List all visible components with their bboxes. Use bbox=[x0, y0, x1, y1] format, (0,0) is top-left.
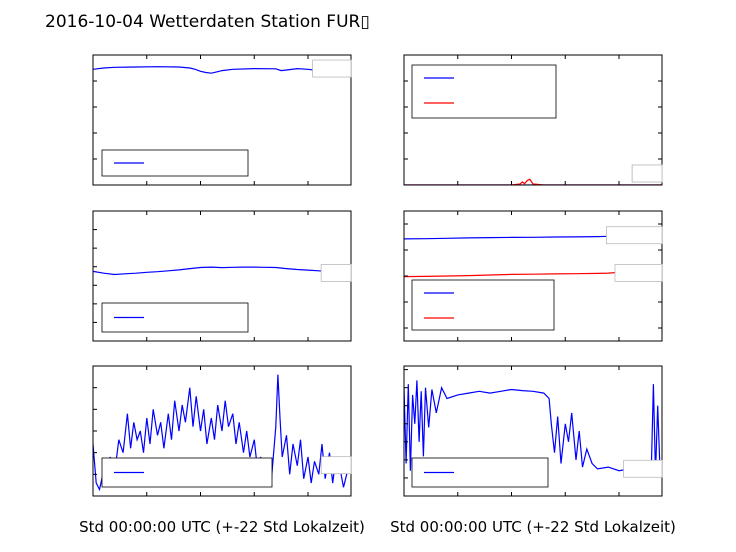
last-value-box bbox=[320, 456, 352, 475]
axes-frame-humidity bbox=[92, 54, 352, 186]
axes-frame-precipitation bbox=[403, 54, 663, 186]
last-value-box bbox=[614, 263, 663, 282]
last-value-box bbox=[606, 226, 663, 245]
series-line-wind_speed-0 bbox=[93, 374, 351, 492]
xlabel-right: Std 00:00:00 UTC (+-22 Std Lokalzeit) bbox=[390, 518, 676, 536]
last-value-box bbox=[623, 459, 663, 478]
series-line-precipitation-1 bbox=[404, 178, 662, 185]
series-line-temperature-0 bbox=[93, 266, 351, 276]
panel-wind_speed bbox=[92, 365, 352, 497]
last-value-box bbox=[631, 164, 663, 183]
panel-humidity bbox=[92, 54, 352, 186]
panel-precipitation bbox=[403, 54, 663, 186]
panel-pressure bbox=[403, 210, 663, 342]
legend-box-pressure bbox=[411, 279, 555, 331]
figure-title: 2016-10-04 Wetterdaten Station FUR▯ bbox=[45, 12, 370, 32]
legend-box-precipitation bbox=[411, 64, 557, 119]
xlabel-left: Std 00:00:00 UTC (+-22 Std Lokalzeit) bbox=[79, 518, 365, 536]
last-value-box bbox=[320, 263, 352, 282]
last-value-box bbox=[312, 59, 352, 78]
axes-frame-wind_direction bbox=[403, 365, 663, 497]
panel-temperature bbox=[92, 210, 352, 342]
panel-wind_direction bbox=[403, 365, 663, 497]
panels bbox=[92, 54, 663, 497]
